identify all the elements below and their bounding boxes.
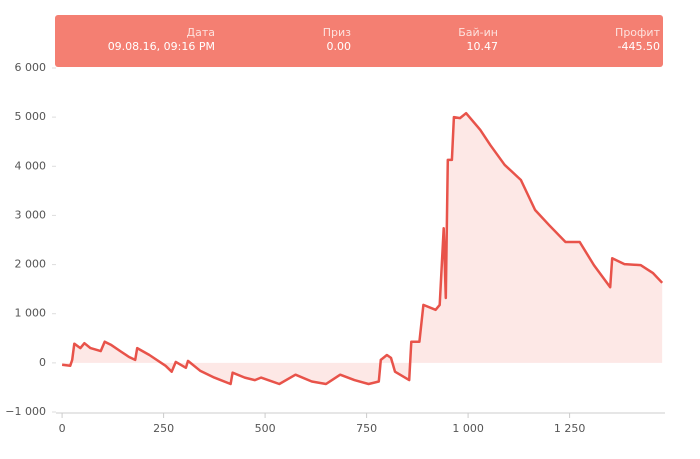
y-tick-label: 4 000 bbox=[15, 159, 47, 172]
x-tick-label: 0 bbox=[59, 422, 66, 435]
tooltip-label: Профит bbox=[615, 26, 661, 39]
y-tick-label: 5 000 bbox=[15, 110, 47, 123]
y-tick-label: 0 bbox=[39, 356, 46, 369]
x-tick-label: 1 000 bbox=[452, 422, 484, 435]
x-tick-label: 500 bbox=[255, 422, 276, 435]
x-tick-label: 1 250 bbox=[554, 422, 586, 435]
y-tick-label: 1 000 bbox=[15, 307, 47, 320]
tooltip-label: Бай-ин bbox=[458, 26, 498, 39]
tooltip-value: 09.08.16, 09:16 PM bbox=[108, 40, 215, 53]
y-tick-label: 6 000 bbox=[15, 61, 47, 74]
x-tick-label: 250 bbox=[153, 422, 174, 435]
tooltip-value: -445.50 bbox=[618, 40, 660, 53]
y-tick-label: 3 000 bbox=[15, 208, 47, 221]
tooltip-value: 0.00 bbox=[327, 40, 352, 53]
tooltip-box bbox=[55, 15, 663, 67]
y-tick-label: −1 000 bbox=[5, 405, 46, 418]
tooltip-label: Дата bbox=[187, 26, 215, 39]
area-fill bbox=[62, 113, 663, 384]
tooltip-value: 10.47 bbox=[467, 40, 499, 53]
x-tick-label: 750 bbox=[356, 422, 377, 435]
line bbox=[61, 111, 664, 386]
tooltip-label: Приз bbox=[323, 26, 351, 39]
y-tick-label: 2 000 bbox=[15, 258, 47, 271]
